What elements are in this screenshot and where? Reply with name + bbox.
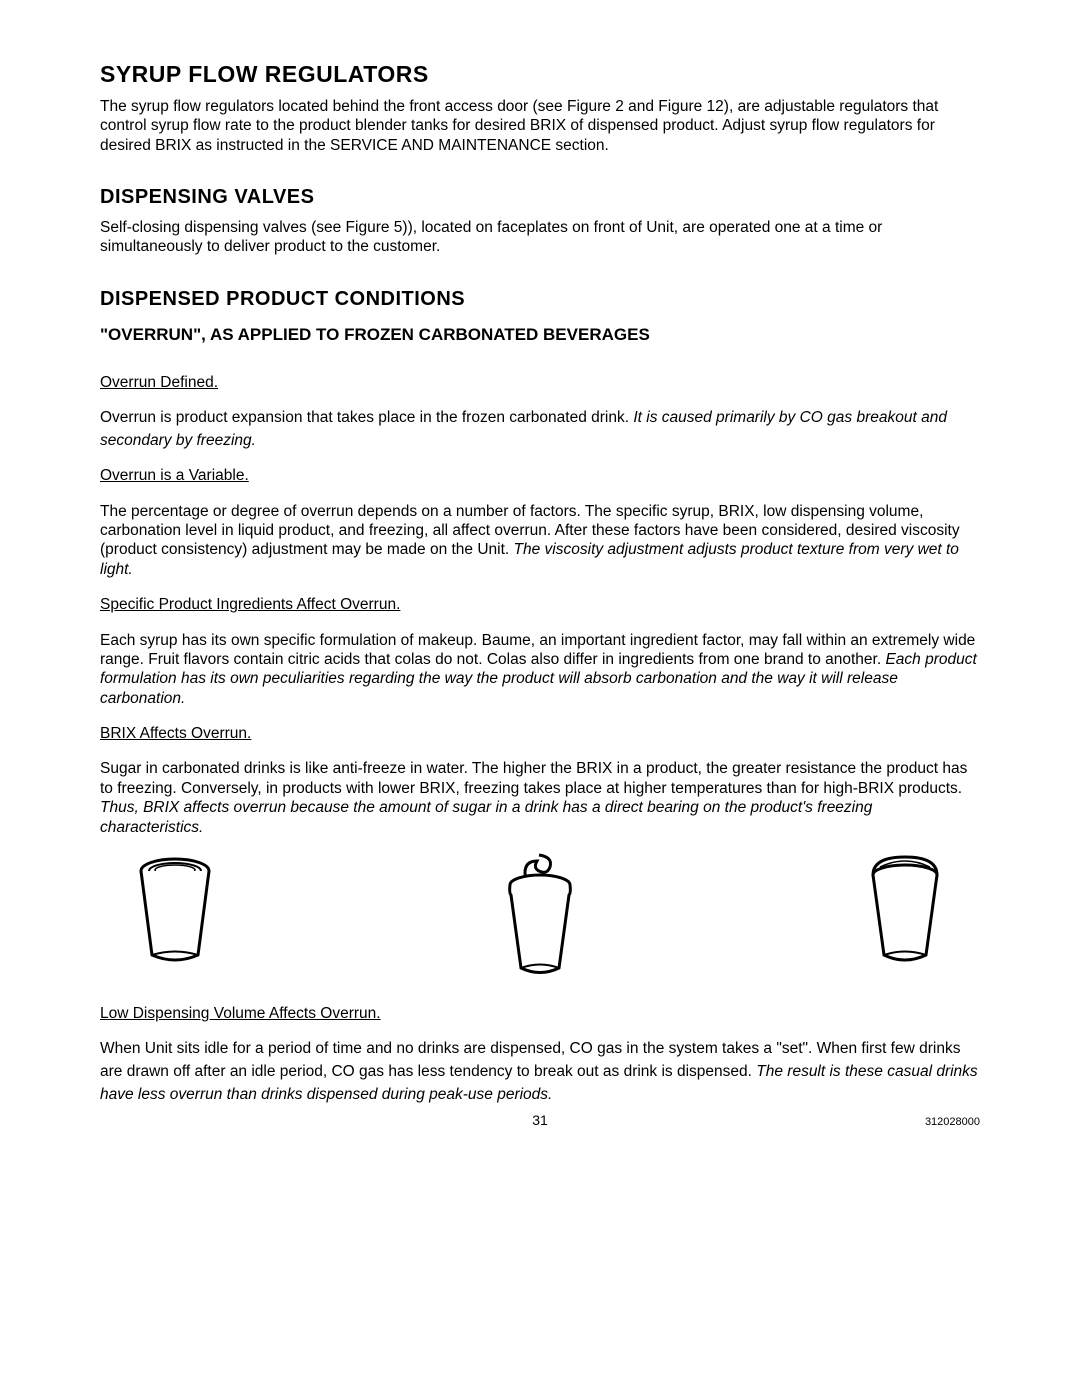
para-low-volume-overrun: When Unit sits idle for a period of time…: [100, 1039, 980, 1104]
page-number: 31: [220, 1112, 860, 1130]
subhead-overrun-variable: Overrun is a Variable.: [100, 466, 980, 485]
para-brix-overrun: Sugar in carbonated drinks is like anti-…: [100, 759, 980, 837]
para-dispensing-valves: Self-closing dispensing valves (see Figu…: [100, 218, 980, 257]
page-footer: 31 312028000: [100, 1112, 980, 1130]
subhead-brix-overrun: BRIX Affects Overrun.: [100, 724, 980, 743]
cup-swirl-icon: [495, 853, 585, 978]
para-ingredients-overrun: Each syrup has its own specific formulat…: [100, 631, 980, 709]
drawing-3: [860, 853, 950, 986]
cup-flat-icon: [130, 853, 220, 963]
subhead-ingredients-overrun: Specific Product Ingredients Affect Over…: [100, 595, 980, 614]
section-dispensed-product-conditions: DISPENSED PRODUCT CONDITIONS "OVERRUN", …: [100, 287, 980, 1104]
drawings-row: [100, 853, 980, 986]
heading-syrup-flow: SYRUP FLOW REGULATORS: [100, 60, 980, 89]
cup-dome-icon: [860, 853, 950, 963]
subheading-overrun: "OVERRUN", AS APPLIED TO FROZEN CARBONAT…: [100, 324, 980, 345]
heading-dispensed-product: DISPENSED PRODUCT CONDITIONS: [100, 287, 980, 312]
section-syrup-flow: SYRUP FLOW REGULATORS The syrup flow reg…: [100, 60, 980, 155]
para-overrun-defined: Overrun is product expansion that takes …: [100, 408, 980, 450]
para-syrup-flow: The syrup flow regulators located behind…: [100, 97, 980, 155]
heading-dispensing-valves: DISPENSING VALVES: [100, 185, 980, 210]
drawing-2: [495, 853, 585, 986]
para-overrun-variable: The percentage or degree of overrun depe…: [100, 502, 980, 580]
document-id: 312028000: [860, 1116, 980, 1130]
drawing-1: [130, 853, 220, 986]
subhead-low-volume-overrun: Low Dispensing Volume Affects Overrun.: [100, 1004, 980, 1023]
section-dispensing-valves: DISPENSING VALVES Self-closing dispensin…: [100, 185, 980, 257]
subhead-overrun-defined: Overrun Defined.: [100, 373, 980, 392]
